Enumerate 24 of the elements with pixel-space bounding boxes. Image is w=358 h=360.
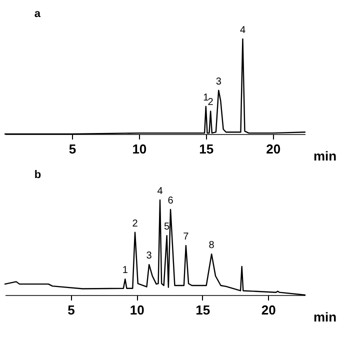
annotation: 2	[132, 218, 138, 230]
annotation: 1	[203, 92, 210, 104]
annotation: 4	[157, 186, 164, 197]
x-tick-label: 15	[196, 302, 210, 318]
x-tick-label: 15	[199, 142, 214, 156]
x-tick-label: 10	[130, 302, 144, 318]
annotation: 3	[146, 250, 152, 262]
annotation: 6	[168, 196, 174, 206]
x-axis-title: min	[314, 148, 337, 164]
chart-title: b	[34, 169, 42, 181]
annotation: 2	[208, 97, 214, 108]
annotation: 3	[216, 76, 222, 88]
x-tick-label: 10	[132, 142, 147, 156]
annotation: 1	[122, 265, 128, 276]
annotation: 5	[164, 222, 170, 233]
x-tick-label: 5	[68, 302, 75, 318]
x-tick-label: 20	[266, 142, 281, 156]
x-tick-label: 20	[261, 302, 276, 318]
annotation: 8	[208, 240, 215, 252]
x-axis-title: min	[314, 310, 337, 324]
x-tick-label: 5	[68, 142, 76, 156]
annotation: 4	[240, 25, 246, 36]
chart-title: a	[34, 8, 42, 20]
annotation: 7	[183, 232, 190, 243]
